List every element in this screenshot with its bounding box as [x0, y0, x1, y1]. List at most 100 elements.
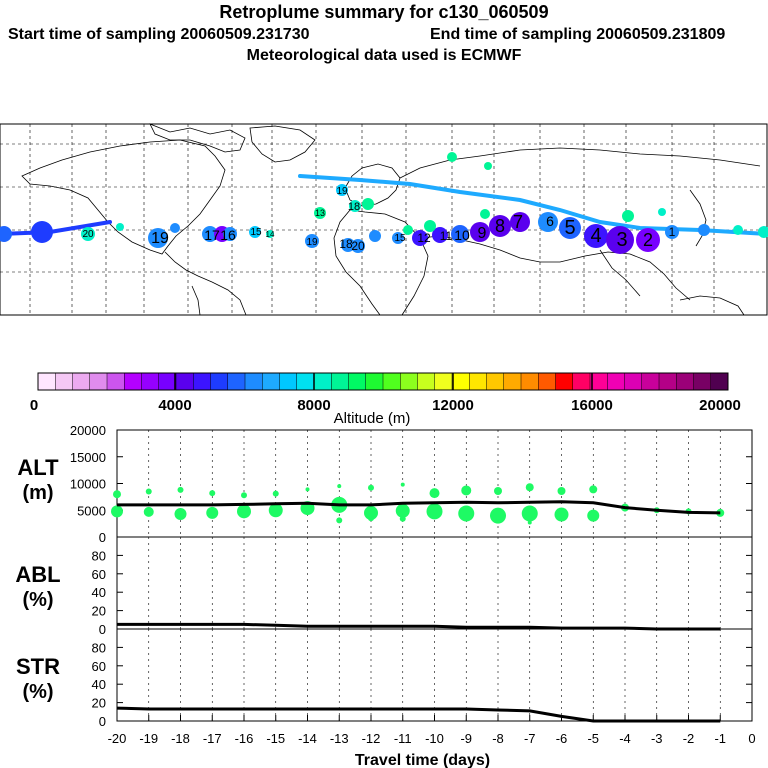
- colorbar-swatch: [141, 373, 160, 390]
- colorbar-swatch: [417, 373, 436, 390]
- trajectory-dots: [0, 152, 768, 254]
- x-tick-label: -14: [298, 731, 317, 746]
- x-tick-label: -7: [524, 731, 536, 746]
- trajectory-dot: [223, 227, 237, 241]
- altitude-colorbar: 0 4000 8000 12000 16000 20000: [30, 372, 741, 414]
- colorbar-tick-label: 8000: [297, 397, 330, 414]
- colorbar-swatch: [176, 373, 194, 390]
- trajectory-day-label: 1: [669, 225, 676, 239]
- colorbar-swatch: [693, 373, 712, 390]
- trajectory-dot: [510, 212, 530, 232]
- trajectory-dot: [362, 198, 374, 210]
- trajectory-dot: [148, 228, 168, 248]
- trajectory-dot: [403, 225, 413, 235]
- altitude-point: [557, 486, 566, 495]
- y-tick-label: 5000: [77, 503, 106, 518]
- altitude-point: [145, 488, 152, 495]
- y-tick-label: 60: [92, 567, 106, 582]
- trajectory-dot: [758, 226, 768, 238]
- colorbar-swatch: [555, 373, 574, 390]
- altitude-point: [399, 515, 406, 522]
- trajectory-dot: [636, 228, 660, 252]
- median-line: [117, 622, 721, 631]
- trajectory-dot: [369, 230, 381, 242]
- panel-abl: 0 20 40 60 80 ABL(%): [15, 536, 753, 637]
- trajectory-dot: [266, 230, 274, 238]
- trajectory-day-label: 19: [306, 237, 318, 248]
- altitude-point: [237, 504, 251, 519]
- colorbar-frame: [37, 372, 729, 391]
- colorbar-swatch: [348, 373, 367, 390]
- trajectory-dot: [424, 220, 436, 232]
- coastlines: [21, 123, 761, 316]
- x-tick-label: -15: [266, 731, 285, 746]
- y-tick-label: 0: [99, 714, 106, 729]
- trajectory-dot: [698, 224, 710, 236]
- trajectory-dot: [314, 207, 326, 219]
- colorbar-swatch: [279, 373, 298, 390]
- trajectory-dot: [484, 162, 492, 170]
- colorbar-swatch: [400, 373, 418, 390]
- colorbar-title: Altitude (m): [334, 410, 411, 427]
- y-axis-unit: (%): [22, 681, 53, 703]
- trajectory-dot: [336, 184, 348, 196]
- trajectory-day-label: 12: [417, 231, 431, 245]
- x-tick-label: -6: [556, 731, 568, 746]
- altitude-point: [554, 507, 569, 522]
- y-axis-label: STR: [16, 654, 60, 679]
- altitude-point: [337, 484, 342, 489]
- x-tick-label: -17: [203, 731, 222, 746]
- colorbar-swatch: [227, 373, 246, 390]
- y-tick-label: 20: [92, 604, 106, 619]
- trajectory-day-label: 11: [440, 229, 453, 243]
- altitude-point: [458, 505, 475, 522]
- altitude-point: [368, 484, 374, 491]
- x-tick-label: -18: [171, 731, 190, 746]
- colorbar-tick-label: 0: [30, 397, 38, 414]
- trajectory-day-label: 20: [82, 229, 94, 240]
- colorbar-swatch: [89, 373, 108, 390]
- panel-alt: 0 5000 10000 15000 20000 ALT(m): [17, 423, 753, 545]
- colorbar-swatch: [38, 373, 56, 390]
- trajectory-day-label: 17: [204, 227, 220, 243]
- altitude-point: [174, 507, 187, 520]
- y-axis-unit: (%): [22, 589, 53, 611]
- trajectory-dot: [665, 225, 679, 239]
- trajectory-dot: [658, 208, 666, 216]
- end-time-label: End time of sampling 20060509.231809: [430, 26, 726, 43]
- median-line: [117, 500, 721, 515]
- altitude-point: [525, 483, 534, 492]
- altitude-point: [336, 517, 343, 524]
- altitude-point: [209, 490, 216, 497]
- colorbar-swatch: [331, 373, 349, 390]
- colorbar-swatch: [641, 373, 660, 390]
- colorbar-swatch: [383, 373, 401, 390]
- trajectory-day-label: 18: [348, 201, 360, 213]
- colorbar-swatch: [314, 373, 332, 390]
- trajectory-day-label: 20: [351, 239, 365, 253]
- colorbar-swatch: [572, 373, 591, 390]
- trajectory-dot: [249, 226, 261, 238]
- y-tick-label: 10000: [70, 477, 106, 492]
- y-axis-label: ALT: [17, 455, 59, 480]
- y-tick-label: 20000: [70, 423, 106, 438]
- altitude-point: [395, 503, 410, 518]
- trajectory-day-label: 2: [643, 230, 653, 250]
- altitude-point: [589, 485, 598, 494]
- x-tick-label: -3: [651, 731, 663, 746]
- trajectory-dot: [81, 227, 95, 241]
- colorbar-swatch: [469, 373, 487, 390]
- colorbar-swatch: [72, 373, 91, 390]
- map-grid: [0, 124, 767, 315]
- start-time-label: Start time of sampling 20060509.231730: [8, 26, 310, 43]
- x-tick-label: -4: [619, 731, 631, 746]
- map-frame: [0, 123, 768, 316]
- y-tick-label: 40: [92, 677, 106, 692]
- altitude-point: [241, 492, 247, 499]
- colorbar-swatch: [503, 373, 522, 390]
- y-tick-label: 60: [92, 659, 106, 674]
- colorbar-swatch: [365, 373, 384, 390]
- colorbar-swatch: [107, 373, 125, 390]
- trajectory-dot: [451, 225, 469, 243]
- trajectory-day-label: 7: [513, 212, 523, 232]
